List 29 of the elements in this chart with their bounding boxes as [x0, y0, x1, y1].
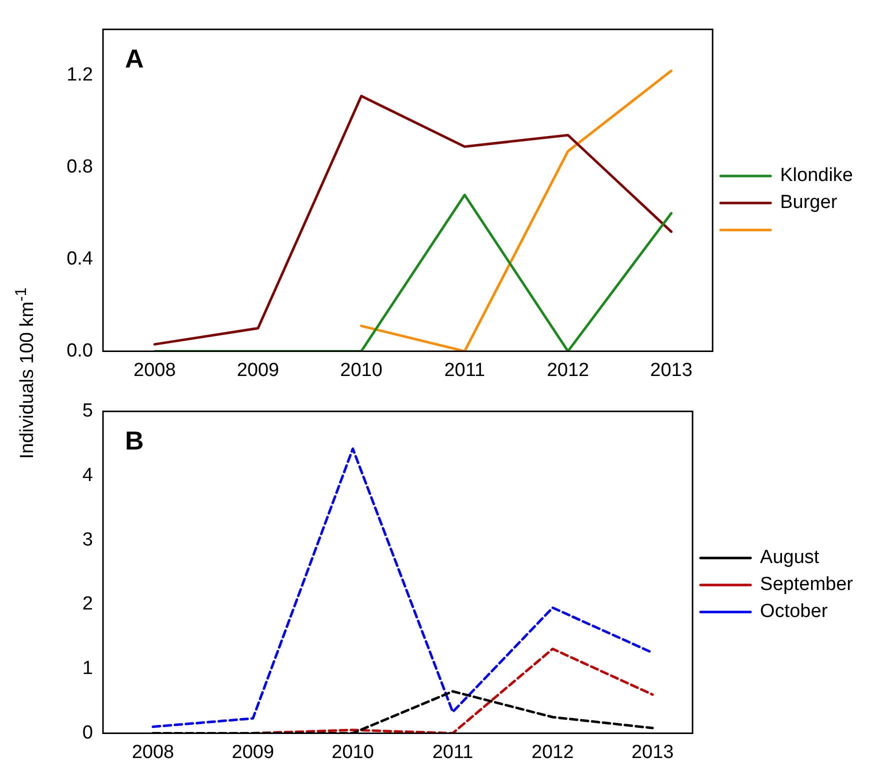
y-tick-label: 0.8	[66, 156, 93, 178]
y-tick-label: 0.0	[66, 340, 93, 362]
y-tick-label: 4	[82, 464, 94, 486]
legend-label: Klondike	[780, 165, 854, 186]
legend-label: August	[760, 547, 820, 568]
x-tick-label: 2009	[236, 360, 280, 381]
y-tick-label: 5	[82, 400, 93, 422]
x-tick-label: 2010	[340, 360, 382, 381]
legend-label: September	[760, 574, 854, 596]
x-tick-label: 2012	[532, 742, 574, 763]
x-tick-label: 2009	[232, 742, 274, 763]
x-tick-label: 2011	[432, 742, 474, 763]
y-tick-label: 1	[82, 658, 93, 680]
annotation: A	[125, 44, 144, 74]
legend-label: Burger	[780, 192, 838, 214]
y-tick-label: 3	[82, 529, 93, 550]
x-tick-label: 2013	[631, 742, 674, 763]
x-tick-label: 2008	[132, 742, 174, 763]
annotation: B	[125, 426, 144, 456]
x-tick-label: 2013	[650, 360, 692, 381]
x-tick-label: 2012	[546, 360, 590, 381]
y-tick-label: 0	[82, 722, 93, 744]
x-tick-label: 2008	[134, 360, 176, 381]
legend-label: October	[760, 601, 828, 622]
y-tick-label: 1.2	[66, 64, 93, 86]
y-tick-label: 0.4	[66, 248, 94, 270]
x-tick-label: 2011	[444, 360, 486, 381]
x-tick-label: 2010	[332, 742, 374, 763]
y-tick-label: 2	[82, 594, 93, 615]
